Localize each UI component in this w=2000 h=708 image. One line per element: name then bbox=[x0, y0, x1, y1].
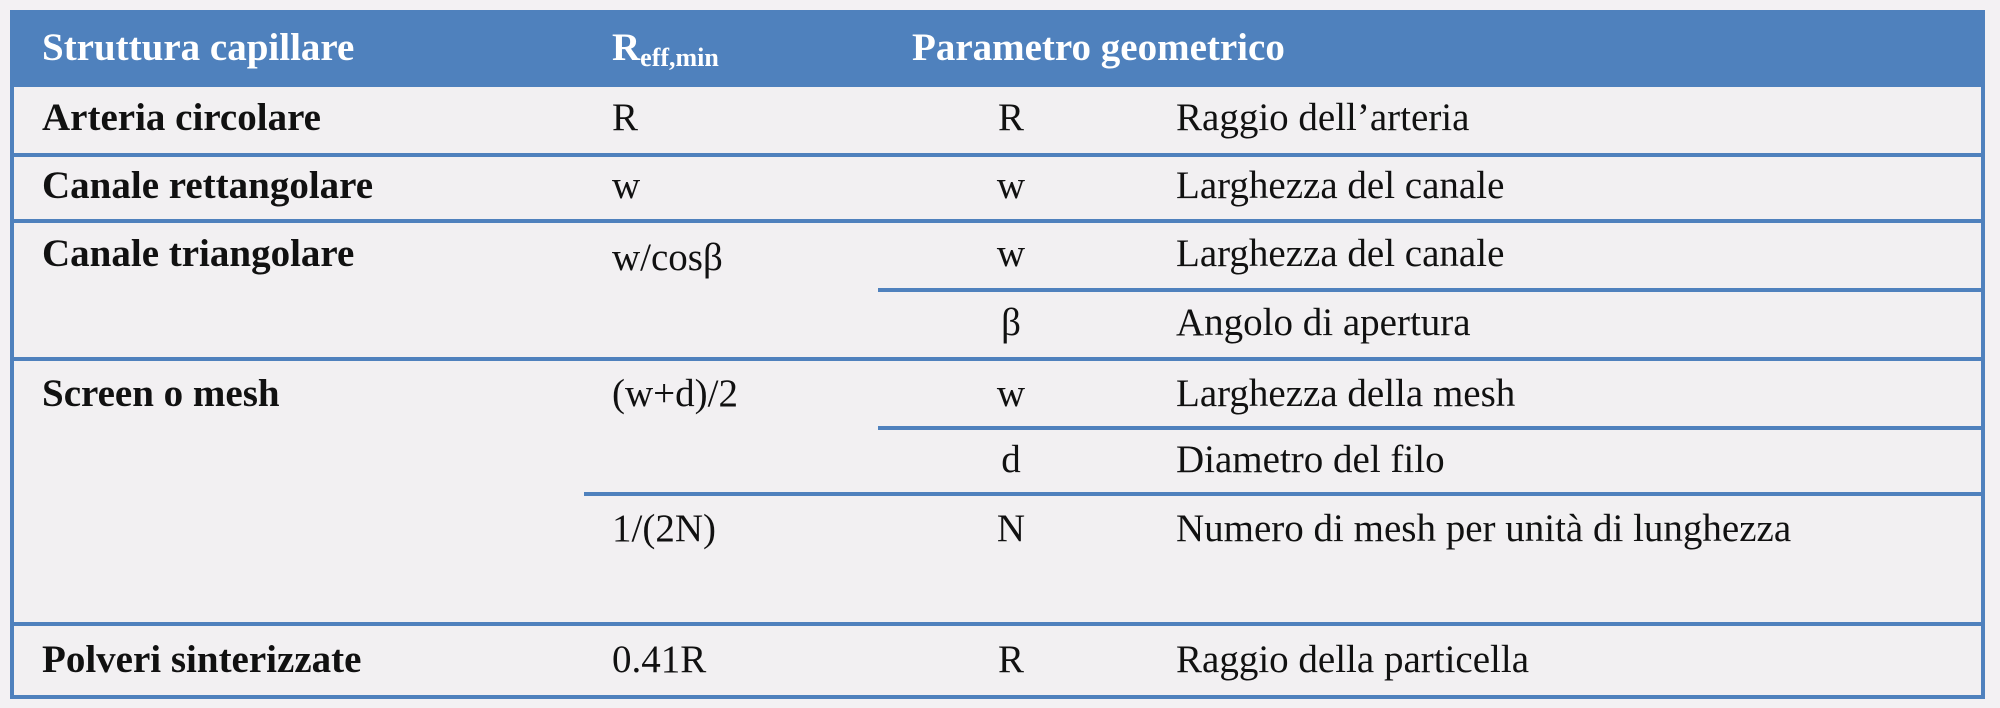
description-cell: Larghezza della mesh bbox=[1176, 372, 1516, 415]
sub-row-divider bbox=[878, 288, 1981, 292]
description-cell: Angolo di apertura bbox=[1176, 301, 1471, 344]
description-cell: Numero di mesh per unità di lunghezza bbox=[1176, 507, 1792, 550]
structure-cell: Polveri sinterizzate bbox=[42, 638, 362, 681]
symbol-cell: w bbox=[996, 232, 1026, 275]
row-divider bbox=[14, 219, 1981, 223]
sub-row-divider bbox=[878, 426, 1981, 430]
capillary-structure-table: Struttura capillare Reff,min Parametro g… bbox=[10, 10, 1985, 699]
description-cell: Raggio dell’arteria bbox=[1176, 96, 1470, 139]
structure-cell: Arteria circolare bbox=[42, 96, 321, 139]
sub-row-divider bbox=[584, 492, 1981, 496]
symbol-cell: R bbox=[997, 96, 1024, 139]
symbol-cell: w bbox=[996, 372, 1026, 415]
symbol-cell: N bbox=[996, 507, 1026, 550]
header-parameter: Parametro geometrico bbox=[912, 26, 1285, 69]
row-divider bbox=[14, 153, 1981, 157]
header-reff-sub: eff,min bbox=[640, 43, 719, 72]
description-cell: Larghezza del canale bbox=[1176, 164, 1505, 207]
description-cell: Diametro del filo bbox=[1176, 438, 1445, 481]
reff-cell: (w+d)/2 bbox=[612, 372, 738, 415]
reff-cell: w bbox=[612, 164, 641, 207]
symbol-cell: β bbox=[1001, 301, 1021, 344]
reff-cell: R bbox=[612, 96, 639, 139]
table-header: Struttura capillare Reff,min Parametro g… bbox=[14, 14, 1981, 87]
structure-cell: Screen o mesh bbox=[42, 372, 280, 415]
description-cell: Raggio della particella bbox=[1176, 638, 1530, 681]
reff-cell: w/cosβ bbox=[612, 236, 723, 279]
header-reff: Reff,min bbox=[612, 26, 719, 80]
symbol-cell: R bbox=[997, 638, 1024, 681]
structure-cell: Canale rettangolare bbox=[42, 164, 374, 207]
reff-cell-secondary: 1/(2N) bbox=[612, 507, 716, 550]
row-divider bbox=[14, 357, 1981, 361]
symbol-cell: w bbox=[996, 164, 1026, 207]
header-structure: Struttura capillare bbox=[42, 26, 355, 69]
symbol-cell: d bbox=[1001, 438, 1021, 481]
header-reff-main: R bbox=[612, 26, 641, 69]
description-cell: Larghezza del canale bbox=[1176, 232, 1505, 275]
structure-cell: Canale triangolare bbox=[42, 232, 355, 275]
reff-cell: 0.41R bbox=[612, 638, 707, 681]
row-divider bbox=[14, 622, 1981, 626]
